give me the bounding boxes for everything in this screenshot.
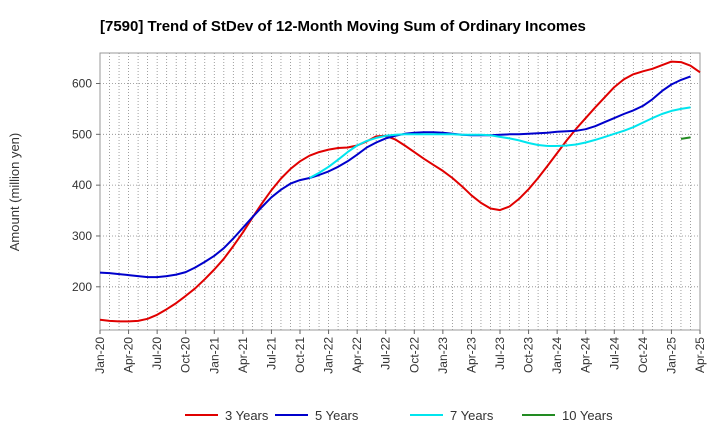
x-tick-label: Apr-22 bbox=[350, 337, 364, 373]
y-axis-label: Amount (million yen) bbox=[7, 133, 22, 252]
x-tick-label: Jan-20 bbox=[93, 337, 107, 374]
x-tick-label: Jul-24 bbox=[607, 337, 621, 370]
x-tick-label: Apr-21 bbox=[236, 337, 250, 373]
y-tick-label: 500 bbox=[72, 127, 92, 141]
grid bbox=[100, 53, 700, 330]
x-tick-label: Oct-20 bbox=[179, 337, 193, 373]
x-tick-label: Jan-21 bbox=[207, 337, 221, 374]
x-tick-label: Oct-24 bbox=[636, 337, 650, 373]
x-tick-label: Apr-20 bbox=[122, 337, 136, 373]
y-tick-label: 300 bbox=[72, 229, 92, 243]
legend-label: 3 Years bbox=[225, 408, 269, 423]
x-tick-label: Jan-22 bbox=[322, 337, 336, 374]
legend-label: 10 Years bbox=[562, 408, 613, 423]
x-tick-label: Jul-21 bbox=[264, 337, 278, 370]
x-tick-label: Jan-25 bbox=[664, 337, 678, 374]
series-group bbox=[99, 60, 701, 323]
x-tick-label: Oct-21 bbox=[293, 337, 307, 373]
chart-title: [7590] Trend of StDev of 12-Month Moving… bbox=[100, 18, 586, 35]
series-line-3-years bbox=[99, 60, 701, 323]
x-tick-label: Apr-25 bbox=[693, 337, 707, 373]
x-tick-label: Jul-20 bbox=[150, 337, 164, 370]
x-tick-label: Jul-22 bbox=[379, 337, 393, 370]
legend-label: 5 Years bbox=[315, 408, 359, 423]
y-tick-label: 400 bbox=[72, 178, 92, 192]
series-line-10-years bbox=[680, 136, 691, 140]
x-axis: Jan-20 Apr-20 Jul-20 Oct-20 Jan-21 Apr-21 Jul-… bbox=[93, 330, 707, 374]
x-tick-label: Jan-23 bbox=[436, 337, 450, 374]
x-tick-label: Jul-23 bbox=[493, 337, 507, 370]
x-tick-label: Apr-23 bbox=[464, 337, 478, 373]
series-line-7-years bbox=[309, 106, 691, 179]
legend-label: 7 Years bbox=[450, 408, 494, 423]
x-tick-label: Jan-24 bbox=[550, 337, 564, 374]
plot-area bbox=[99, 52, 701, 331]
x-tick-label: Oct-22 bbox=[407, 337, 421, 373]
y-axis: 200 300 400 500 600 bbox=[72, 76, 100, 294]
x-tick-label: Apr-24 bbox=[579, 337, 593, 373]
y-tick-label: 200 bbox=[72, 280, 92, 294]
legend: 3 Years 5 Years 7 Years 10 Years bbox=[185, 408, 613, 423]
x-tick-label: Oct-23 bbox=[522, 337, 536, 373]
y-tick-label: 600 bbox=[72, 76, 92, 90]
